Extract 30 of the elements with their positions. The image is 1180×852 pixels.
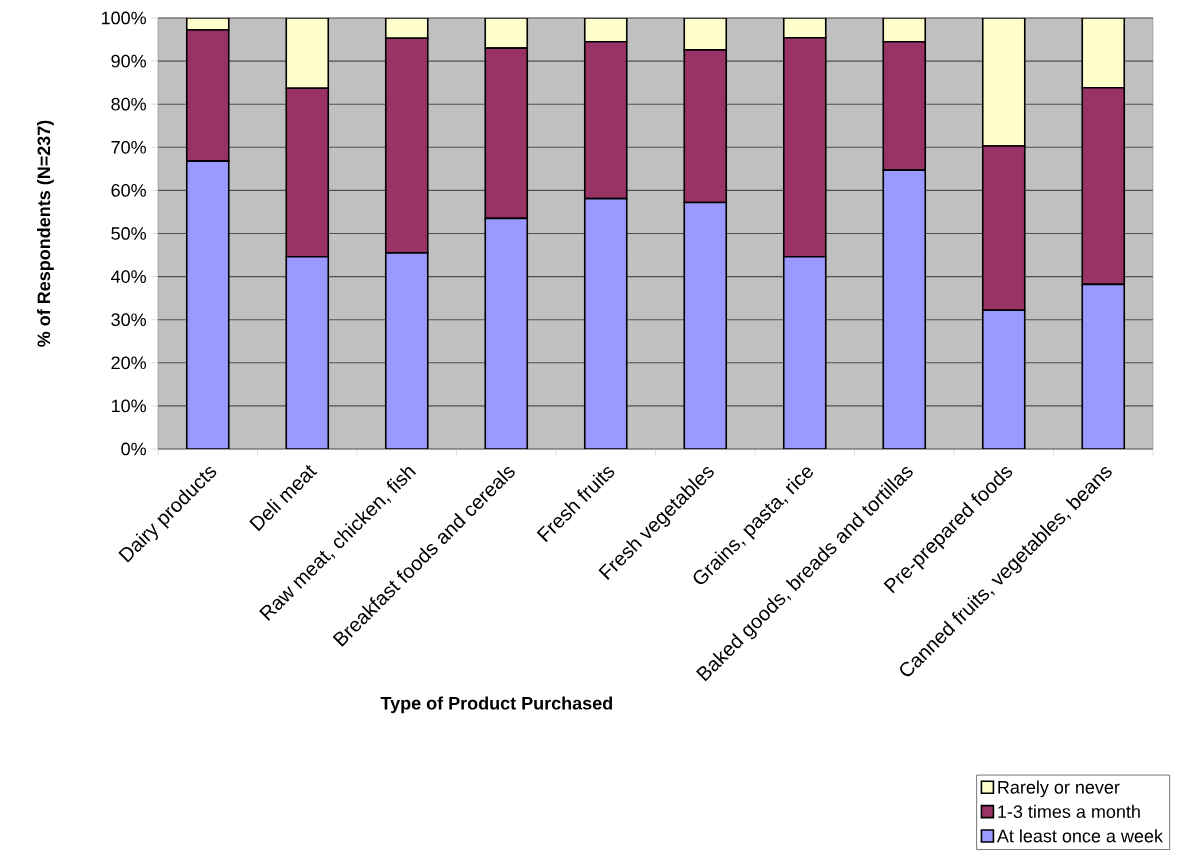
bar bbox=[683, 201, 728, 449]
y-tick-label: 50% bbox=[111, 227, 146, 240]
legend-label: At least once a week bbox=[996, 829, 1163, 843]
bar bbox=[1081, 17, 1126, 89]
y-tick-label: 0% bbox=[121, 442, 146, 456]
bar bbox=[484, 217, 529, 449]
bar bbox=[981, 17, 1026, 147]
y-tick-label: 90% bbox=[111, 54, 146, 68]
bar bbox=[1081, 283, 1126, 449]
y-tick-label: 30% bbox=[111, 313, 146, 327]
bar bbox=[583, 197, 628, 449]
y-tick-label: 60% bbox=[111, 184, 146, 197]
legend-label: Rarely or never bbox=[998, 780, 1120, 798]
bar bbox=[185, 160, 230, 449]
y-tick-label: 40% bbox=[111, 270, 146, 283]
bar bbox=[882, 169, 927, 449]
y-tick-label: 100% bbox=[101, 11, 146, 25]
bar bbox=[683, 17, 728, 51]
bar bbox=[782, 255, 827, 449]
y-tick-label: 80% bbox=[111, 97, 146, 111]
y-axis-title: % of Respondents (N=237) bbox=[37, 120, 54, 347]
bar bbox=[285, 17, 330, 90]
legend-label: 1-3 times a month bbox=[998, 804, 1140, 819]
y-tick-label: 10% bbox=[111, 399, 146, 413]
y-tick-label: 20% bbox=[111, 356, 146, 370]
y-tick-label: 70% bbox=[111, 140, 146, 154]
bar bbox=[384, 252, 429, 449]
bar bbox=[285, 255, 330, 449]
bar bbox=[981, 309, 1026, 449]
x-axis-title: Type of Product Purchased bbox=[380, 696, 612, 714]
